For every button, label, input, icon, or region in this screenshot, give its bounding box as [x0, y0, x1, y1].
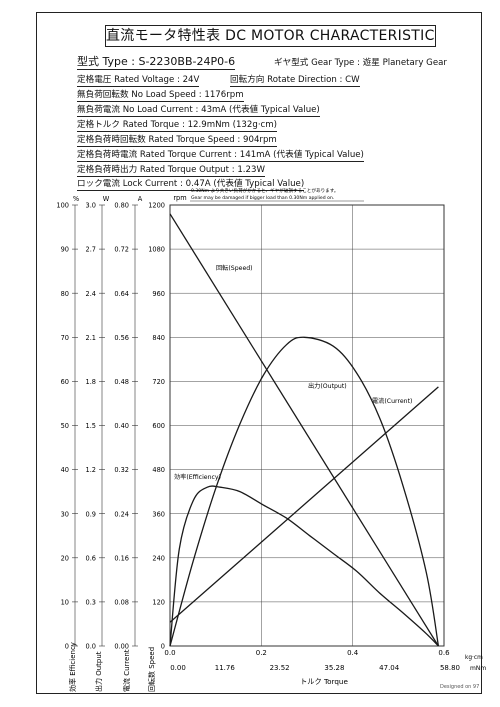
speed-tick-label: 240	[152, 554, 165, 562]
series-label: 電流(Current)	[372, 397, 412, 405]
x-unit-kgcm: kg·cm	[465, 655, 483, 661]
speed-tick-label: 360	[152, 510, 165, 518]
current-tick-label: 0.80	[114, 202, 129, 210]
output-tick-label: 0.6	[86, 554, 97, 562]
speed-tick-label: 720	[152, 378, 165, 386]
series-label: 出力(Output)	[308, 382, 347, 390]
output-tick-label: 3.0	[86, 202, 97, 210]
x-tick-label-mNm: 58.80	[440, 664, 460, 672]
axis-title-vertical: 効率 Efficiency	[68, 642, 77, 692]
speed-unit-label: rpm	[173, 194, 186, 202]
efficiency-curve	[169, 485, 439, 647]
speed-tick-label: 0	[161, 643, 165, 651]
warning-ja: 0.30Nm より大きい負荷がかかると、ギヤが破損することがあります。	[191, 187, 339, 194]
efficiency-tick-label: 40	[61, 466, 69, 474]
efficiency-tick-label: 20	[61, 554, 69, 562]
speed-curve	[169, 213, 439, 647]
current-tick-label: 0.64	[114, 290, 129, 298]
axis-title-vertical: 回転数 Speed	[147, 647, 156, 692]
efficiency-tick-label: 80	[61, 290, 69, 298]
series-label: 効率(Efficiency)	[174, 473, 221, 481]
model-type: 型式 Type : S-2230BB-24P0-6	[77, 55, 236, 70]
sheet-title: 直流モータ特性表 DC MOTOR CHARACTERISTICS	[105, 25, 436, 47]
axis-unit-label: %	[73, 195, 79, 203]
speed-tick-label: 1200	[148, 202, 165, 210]
spec-rotate-direction: 回転方向 Rotate Direction : CW	[230, 75, 360, 87]
x-tick-label-kgcm: 0.4	[347, 649, 359, 657]
axis-unit-label: W	[103, 195, 110, 203]
current-tick-label: 0.08	[114, 599, 129, 607]
current-tick-label: 0.56	[114, 334, 129, 342]
output-tick-label: 2.4	[86, 290, 97, 298]
efficiency-tick-label: 70	[61, 334, 69, 342]
x-tick-label-mNm: 23.52	[270, 664, 290, 672]
output-tick-label: 1.2	[86, 466, 97, 474]
speed-tick-label: 480	[152, 466, 165, 474]
axis-title-vertical: 電流 Current	[122, 649, 131, 692]
efficiency-tick-label: 100	[56, 202, 69, 210]
x-tick-label-mNm: 0.00	[170, 664, 186, 672]
output-tick-label: 0.9	[86, 510, 97, 518]
speed-tick-label: 120	[152, 599, 165, 607]
speed-tick-label: 960	[152, 290, 165, 298]
output-tick-label: 1.5	[86, 422, 97, 430]
x-tick-label-kgcm: 0.6	[438, 649, 450, 657]
efficiency-tick-label: 60	[61, 378, 69, 386]
spec-no-load-speed: 無負荷回転数 No Load Speed : 1176rpm	[77, 90, 244, 102]
spec-rated-voltage: 定格電圧 Rated Voltage : 24V	[77, 75, 200, 87]
spec-rated-torque-speed: 定格負荷時回転数 Rated Torque Speed : 904rpm	[77, 135, 277, 147]
x-tick-label-mNm: 35.28	[324, 664, 344, 672]
current-tick-label: 0.40	[114, 422, 129, 430]
chart-grid	[169, 204, 445, 647]
spec-no-load-current: 無負荷電流 No Load Current : 43mA (代表値 Typica…	[77, 105, 320, 117]
current-tick-label: 0.00	[114, 643, 129, 651]
output-tick-label: 2.7	[86, 246, 97, 254]
current-curve	[169, 386, 439, 623]
speed-tick-label: 840	[152, 334, 165, 342]
chart-series	[169, 213, 440, 647]
x-tick-label-kgcm: 0.2	[256, 649, 267, 657]
efficiency-tick-label: 30	[61, 510, 69, 518]
x-unit-mNm: mNm	[470, 665, 486, 672]
spec-rated-torque: 定格トルク Rated Torque : 12.9mNm (132g·cm)	[77, 120, 277, 132]
axis-title-vertical: 出力 Output	[94, 651, 103, 692]
efficiency-tick-label: 10	[61, 599, 69, 607]
output-tick-label: 0.0	[86, 643, 97, 651]
current-tick-label: 0.48	[114, 378, 129, 386]
current-tick-label: 0.32	[114, 466, 129, 474]
sheet-frame	[36, 12, 482, 694]
chart-labels: 回転(Speed) 出力(Output) 電流(Current) 効率(Efficie…	[174, 264, 412, 481]
x-tick-label-kgcm: 0.0	[164, 649, 175, 657]
output-tick-label: 2.1	[86, 334, 97, 342]
speed-tick-label: 600	[152, 422, 165, 430]
current-tick-label: 0.16	[114, 554, 129, 562]
spec-lock-current: ロック電流 Lock Current : 0.47A (代表値 Typical …	[77, 179, 305, 191]
chart-axes: 0 10 20 30 40 50 60 70 80 90 100 0.0 0.3 0.6 0.9 1.2 1.5…	[56, 194, 486, 692]
axis-unit-label: A	[138, 195, 143, 203]
x-tick-label-mNm: 47.04	[379, 664, 400, 672]
warning-en: Gear may be damaged if bigger load than …	[191, 195, 334, 201]
efficiency-tick-label: 50	[61, 422, 69, 430]
output-tick-label: 0.3	[86, 599, 97, 607]
x-axis-title: トルク Torque	[300, 677, 348, 686]
efficiency-tick-label: 90	[61, 246, 69, 254]
spec-rated-torque-output: 定格負荷時出力 Rated Torque Output : 1.23W	[77, 165, 265, 177]
gear-type: ギヤ型式 Gear Type : 遊星 Planetary Gear	[274, 58, 447, 68]
series-label: 回転(Speed)	[216, 264, 253, 272]
x-tick-label-mNm: 11.76	[215, 664, 236, 672]
designed-note: Designed on 97	[440, 684, 480, 690]
current-tick-label: 0.24	[114, 510, 129, 518]
efficiency-tick-label: 0	[65, 643, 69, 651]
spec-rated-torque-current: 定格負荷時電流 Rated Torque Current : 141mA (代表…	[77, 150, 364, 162]
speed-tick-label: 1080	[148, 246, 165, 254]
output-tick-label: 1.8	[86, 378, 97, 386]
output-curve	[169, 336, 440, 647]
current-tick-label: 0.72	[114, 246, 129, 254]
